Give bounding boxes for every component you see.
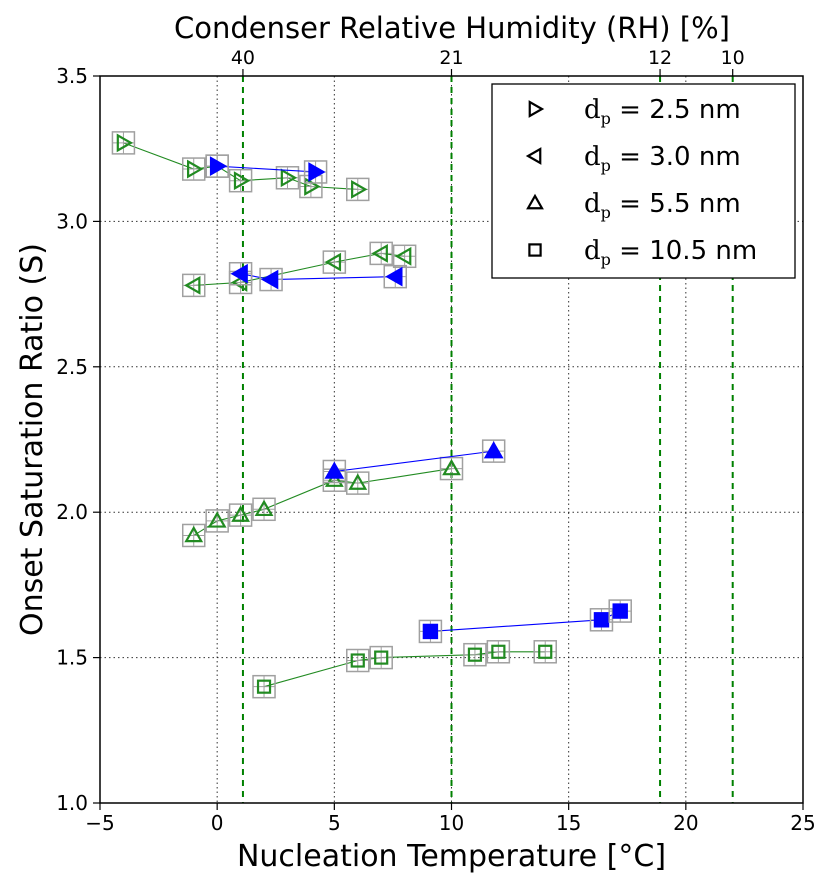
y-tick-label: 3.5 <box>56 64 88 88</box>
series-square-filled <box>418 599 632 644</box>
top-tick-label: 12 <box>648 47 672 69</box>
y-tick-label: 1.0 <box>56 791 88 815</box>
x-tick-label: 0 <box>211 811 224 835</box>
legend-marker <box>525 147 542 165</box>
series-line <box>334 450 494 473</box>
data-point <box>467 647 483 662</box>
y-axis-title: Onset Saturation Ratio (S) <box>15 243 50 636</box>
data-point <box>233 171 251 191</box>
data-point <box>385 266 403 287</box>
y-tick-label: 2.0 <box>56 500 88 524</box>
data-point <box>324 461 345 479</box>
legend-box <box>491 83 796 279</box>
data-point <box>350 653 365 668</box>
data-point <box>324 470 344 487</box>
data-point <box>442 458 461 476</box>
series-triangle-up-filled <box>322 439 506 484</box>
top-tick-label: 21 <box>439 47 463 69</box>
data-point <box>280 168 298 188</box>
x-tick-label: −5 <box>85 811 114 835</box>
x-tick-label: 20 <box>673 811 698 835</box>
data-point <box>483 441 504 459</box>
x-tick-label: 15 <box>556 811 581 835</box>
x-tick-label: 25 <box>790 811 815 835</box>
data-point <box>348 473 368 490</box>
data-point <box>184 275 201 295</box>
data-point <box>116 133 134 153</box>
data-point <box>593 612 610 628</box>
data-point <box>261 269 279 290</box>
series-triangle-right-open <box>111 131 370 202</box>
legend-marker <box>526 193 544 210</box>
legend-marker <box>528 100 545 118</box>
data-point <box>184 525 204 543</box>
legend-label: dp = 10.5 nm <box>584 236 757 269</box>
data-point <box>422 623 439 640</box>
top-axis-title: Condenser Relative Humidity (RH) [%] <box>174 11 730 45</box>
data-point <box>207 511 227 528</box>
top-tick-label: 10 <box>721 47 745 69</box>
legend-label: dp = 5.5 nm <box>584 189 741 222</box>
legend-label: dp = 2.5 nm <box>584 95 741 128</box>
data-point <box>538 644 553 659</box>
legend-label: dp = 3.0 nm <box>584 142 741 175</box>
data-point <box>230 263 248 284</box>
y-tick-label: 2.5 <box>56 355 88 379</box>
data-point <box>187 159 204 179</box>
series-line <box>193 252 405 286</box>
series-triangle-left-open <box>181 241 417 298</box>
data-point <box>612 603 628 619</box>
series-square-open <box>252 640 557 699</box>
series-triangle-right-filled <box>205 154 328 184</box>
series-line <box>217 165 316 173</box>
data-series <box>111 131 632 699</box>
data-point <box>231 505 250 522</box>
x-tick-label: 10 <box>439 811 464 835</box>
data-point <box>491 644 506 659</box>
y-tick-label: 1.5 <box>56 646 88 670</box>
axis-ticks: 40 21 12 10 −5 0 5 10 15 20 25 1.0 1.5 2.0 2.5 3.0 3.5 <box>56 47 816 835</box>
x-axis-title: Nucleation Temperature [°C] <box>237 839 666 873</box>
top-tick-label: 40 <box>231 47 255 69</box>
data-point <box>351 180 368 199</box>
data-point <box>374 650 389 665</box>
y-tick-label: 3.0 <box>56 209 88 233</box>
data-point <box>324 252 342 272</box>
data-point <box>394 246 412 266</box>
series-line <box>430 610 621 632</box>
data-point <box>371 243 388 263</box>
legend: dp = 2.5 nm dp = 3.0 nm dp = 5.5 nm dp = 10… <box>491 83 796 279</box>
data-point <box>254 499 274 517</box>
series-triangle-left-filled <box>228 261 408 292</box>
legend-marker <box>528 243 542 257</box>
data-point <box>308 162 326 182</box>
x-tick-label: 5 <box>328 811 341 835</box>
data-point <box>209 156 228 177</box>
data-point <box>256 679 272 694</box>
